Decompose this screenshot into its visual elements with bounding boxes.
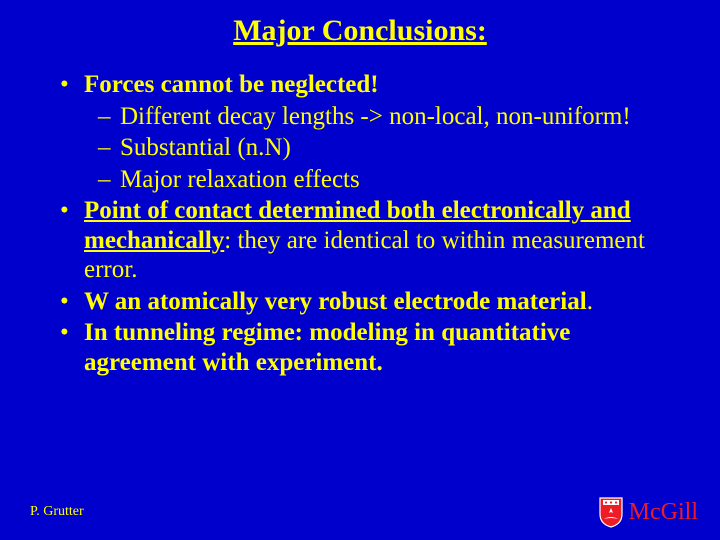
sub-bullet-item: – Substantial (n.N) (60, 133, 680, 163)
bullet-text: Point of contact determined both electro… (84, 196, 680, 285)
mcgill-wordmark: McGill (629, 499, 698, 526)
bullet-marker: • (60, 287, 84, 317)
bullet-item: • Forces cannot be neglected! (60, 70, 680, 100)
bullet-text: Forces cannot be neglected! (84, 70, 680, 100)
bullet-text: W an atomically very robust electrode ma… (84, 287, 680, 317)
bullet-text: Major relaxation effects (120, 165, 680, 195)
bullet-item: • W an atomically very robust electrode … (60, 287, 680, 317)
crest-icon (598, 496, 624, 528)
bullet-marker: – (98, 165, 120, 195)
footer-author: P. Grutter (30, 504, 84, 520)
bullet-marker: – (98, 102, 120, 132)
bullet-text: Substantial (n.N) (120, 133, 680, 163)
slide-body: • Forces cannot be neglected! – Differen… (0, 48, 720, 377)
mcgill-logo: McGill (598, 496, 698, 528)
bullet-text: Different decay lengths -> non-local, no… (120, 102, 680, 132)
sub-bullet-item: – Major relaxation effects (60, 165, 680, 195)
bullet-item: • Point of contact determined both elect… (60, 196, 680, 285)
bullet-marker: – (98, 133, 120, 163)
slide-title: Major Conclusions: (0, 0, 720, 48)
bullet-marker: • (60, 318, 84, 377)
bullet-text: In tunneling regime: modeling in quantit… (84, 318, 680, 377)
sub-bullet-item: – Different decay lengths -> non-local, … (60, 102, 680, 132)
bullet-item: • In tunneling regime: modeling in quant… (60, 318, 680, 377)
bullet-marker: • (60, 196, 84, 285)
bullet-marker: • (60, 70, 84, 100)
